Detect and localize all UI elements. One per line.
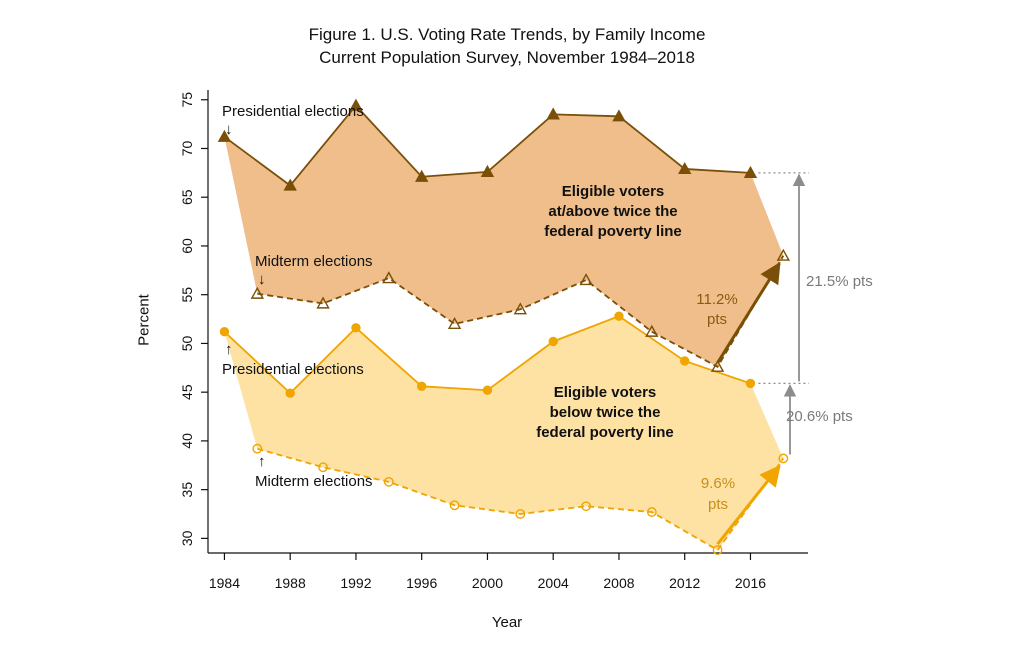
point-high_mid-2014 bbox=[710, 359, 725, 372]
chart-title: Figure 1. U.S. Voting Rate Trends, by Fa… bbox=[309, 25, 706, 44]
x-tick-label-1996: 1996 bbox=[406, 575, 437, 591]
point-low_mid-1990 bbox=[318, 462, 328, 473]
y-tick-label-45: 45 bbox=[179, 384, 195, 400]
x-tick-label-1984: 1984 bbox=[209, 575, 240, 591]
point-low_mid-2010 bbox=[646, 507, 657, 517]
point-high_pres-2004 bbox=[546, 107, 560, 120]
y-axis-title: Percent bbox=[136, 293, 153, 346]
point-high_pres-2012 bbox=[678, 162, 692, 175]
x-tick-label-1988: 1988 bbox=[275, 575, 306, 591]
y-tick-label-55: 55 bbox=[179, 287, 195, 303]
low-income-band bbox=[224, 316, 784, 551]
arrow-high-midterm: ↓ bbox=[258, 271, 266, 288]
axes: 30 35 40 45 50 55 60 65 70 75 1984 1988 1992 1996 2000… bbox=[136, 90, 808, 631]
point-high_pres-2016 bbox=[743, 165, 758, 178]
low-change-label-1: pts bbox=[708, 496, 728, 513]
point-high_mid-1994 bbox=[382, 271, 396, 284]
high-income-band bbox=[224, 105, 784, 367]
point-low_mid-1994 bbox=[383, 476, 394, 487]
label-high-presidential: Presidential elections bbox=[222, 103, 364, 120]
point-low_pres-2016 bbox=[745, 378, 756, 389]
x-tick-label-2016: 2016 bbox=[735, 575, 766, 591]
low-band-label-2: federal poverty line bbox=[536, 424, 674, 441]
point-high_mid-2006 bbox=[579, 273, 593, 286]
point-high_pres-2008 bbox=[612, 109, 626, 122]
point-high_mid-1998 bbox=[447, 316, 462, 330]
line-high_mid bbox=[257, 255, 785, 369]
y-tick-label-75: 75 bbox=[179, 92, 195, 108]
point-low_pres-2008 bbox=[614, 311, 624, 321]
point-high_pres-1992 bbox=[349, 98, 363, 111]
x-tick-label-1992: 1992 bbox=[340, 575, 371, 591]
point-low_mid-2006 bbox=[581, 501, 591, 512]
low-band-label-1: below twice the bbox=[550, 404, 661, 421]
point-high_mid-1986 bbox=[250, 286, 265, 299]
y-tick-label-60: 60 bbox=[179, 238, 195, 254]
high-band-label-2: federal poverty line bbox=[544, 223, 682, 240]
y-tick-label-70: 70 bbox=[179, 140, 195, 156]
label-low-presidential: Presidential elections bbox=[222, 361, 364, 378]
gap-label-low: 20.6% pts bbox=[786, 408, 853, 425]
y-tick-label-50: 50 bbox=[179, 335, 195, 351]
data-points bbox=[217, 98, 791, 555]
arrow-low-midterm: ↑ bbox=[258, 453, 266, 470]
point-low_mid-2018 bbox=[778, 453, 789, 464]
high-change-label-0: 11.2% bbox=[696, 291, 737, 308]
point-low_pres-1984 bbox=[219, 327, 230, 337]
label-low-midterm: Midterm elections bbox=[255, 473, 373, 490]
annotations: Presidential elections↓Midterm elections… bbox=[222, 103, 873, 546]
arrow-high-change bbox=[716, 261, 781, 364]
label-high-midterm: Midterm elections bbox=[255, 253, 373, 270]
point-high_mid-2018 bbox=[776, 248, 791, 261]
gap-label-high: 21.5% pts bbox=[806, 273, 873, 290]
point-low_mid-2014 bbox=[712, 545, 723, 555]
y-tick-label-65: 65 bbox=[179, 189, 195, 205]
x-tick-label-2008: 2008 bbox=[603, 575, 634, 591]
point-low_pres-2000 bbox=[482, 385, 493, 395]
x-axis-title: Year bbox=[492, 614, 522, 631]
point-high_mid-2002 bbox=[513, 302, 528, 315]
point-low_mid-1998 bbox=[449, 500, 460, 511]
point-low_mid-1986 bbox=[252, 443, 263, 454]
low-band-label-0: Eligible voters bbox=[554, 384, 657, 401]
y-tick-label-40: 40 bbox=[179, 433, 195, 449]
chart-subtitle: Current Population Survey, November 1984… bbox=[319, 48, 695, 67]
point-low_pres-1992 bbox=[351, 323, 361, 333]
point-low_pres-2012 bbox=[680, 356, 690, 366]
high-band-label-1: at/above twice the bbox=[548, 203, 677, 220]
point-high_pres-1984 bbox=[217, 129, 232, 142]
arrow-low-change bbox=[716, 464, 781, 546]
arrow-high-presidential: ↓ bbox=[225, 121, 233, 138]
line-low_mid bbox=[257, 447, 785, 552]
point-low_pres-2004 bbox=[548, 336, 558, 347]
y-tick-label-30: 30 bbox=[179, 530, 195, 546]
low-change-label-0: 9.6% bbox=[701, 475, 735, 492]
point-high_pres-1988 bbox=[283, 178, 297, 191]
point-high_mid-1990 bbox=[316, 296, 330, 309]
area-fills bbox=[224, 105, 784, 551]
point-low_pres-1996 bbox=[416, 381, 427, 392]
x-tick-label-2000: 2000 bbox=[472, 575, 503, 591]
y-tick-label-35: 35 bbox=[179, 482, 195, 498]
point-high_pres-1996 bbox=[415, 169, 429, 182]
point-high_mid-2010 bbox=[645, 324, 659, 337]
point-high_pres-2000 bbox=[480, 164, 495, 177]
high-band-label-0: Eligible voters bbox=[562, 183, 665, 200]
high-change-label-1: pts bbox=[707, 311, 727, 328]
x-tick-label-2004: 2004 bbox=[538, 575, 569, 591]
arrow-low-presidential: ↑ bbox=[225, 341, 233, 358]
x-tick-label-2012: 2012 bbox=[669, 575, 700, 591]
point-low_mid-2002 bbox=[515, 509, 526, 519]
point-low_pres-1988 bbox=[285, 388, 295, 398]
